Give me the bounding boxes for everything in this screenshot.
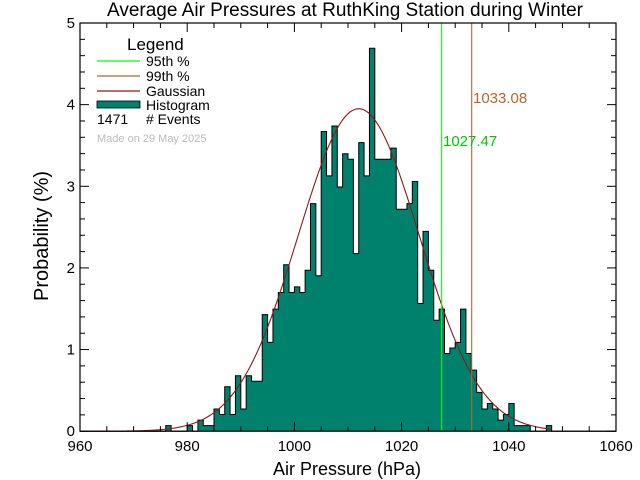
svg-text:5: 5 bbox=[67, 15, 75, 32]
svg-text:2: 2 bbox=[67, 260, 75, 277]
svg-text:1471: 1471 bbox=[97, 111, 128, 127]
svg-text:Made on 29 May 2025: Made on 29 May 2025 bbox=[97, 133, 206, 145]
svg-text:99th %: 99th % bbox=[146, 68, 190, 84]
svg-text:Average Air Pressures at RuthK: Average Air Pressures at RuthKing Statio… bbox=[107, 0, 584, 21]
svg-text:4: 4 bbox=[67, 97, 75, 114]
svg-text:Legend: Legend bbox=[127, 35, 184, 54]
svg-text:960: 960 bbox=[67, 438, 92, 455]
svg-text:3: 3 bbox=[67, 178, 75, 195]
svg-text:1027.47: 1027.47 bbox=[443, 133, 497, 150]
svg-text:95th %: 95th % bbox=[146, 53, 190, 69]
svg-text:1060: 1060 bbox=[599, 438, 632, 455]
svg-text:1: 1 bbox=[67, 342, 75, 359]
svg-text:1033.08: 1033.08 bbox=[473, 90, 527, 107]
svg-text:980: 980 bbox=[175, 438, 200, 455]
svg-text:Probability (%): Probability (%) bbox=[31, 171, 53, 301]
svg-text:0: 0 bbox=[67, 423, 75, 440]
svg-text:1000: 1000 bbox=[278, 438, 311, 455]
svg-text:# Events: # Events bbox=[146, 111, 200, 127]
svg-text:1020: 1020 bbox=[385, 438, 418, 455]
svg-text:Air Pressure (hPa): Air Pressure (hPa) bbox=[273, 459, 421, 479]
svg-text:1040: 1040 bbox=[492, 438, 525, 455]
